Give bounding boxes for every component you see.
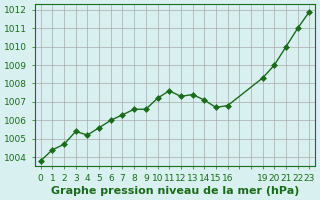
X-axis label: Graphe pression niveau de la mer (hPa): Graphe pression niveau de la mer (hPa) [51, 186, 299, 196]
